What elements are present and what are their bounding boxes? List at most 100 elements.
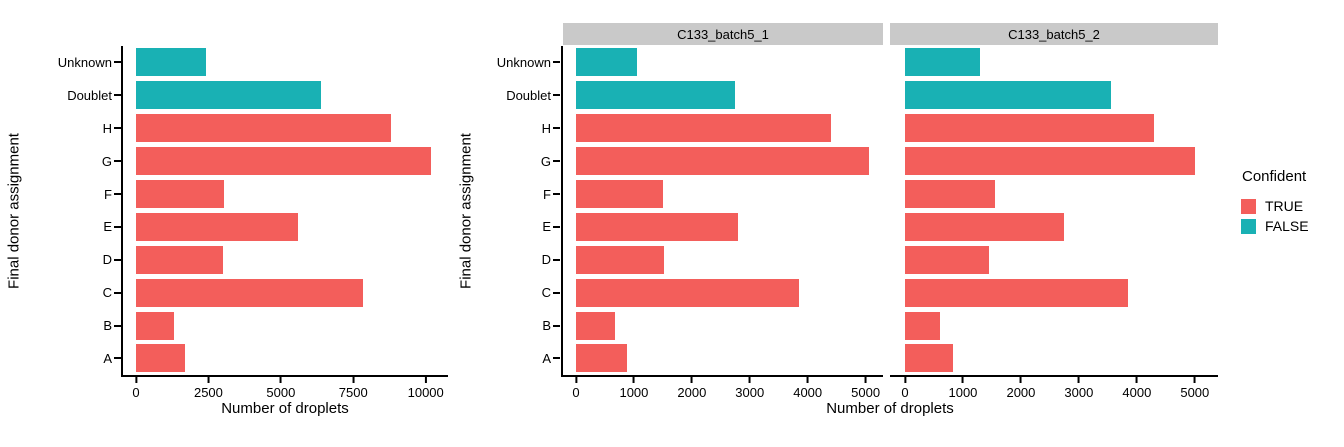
right-x-axis-title: Number of droplets — [826, 400, 954, 417]
category-label-doublet: Doublet — [506, 87, 551, 103]
x-tick: 4000 — [793, 377, 822, 400]
bar-row — [136, 243, 448, 276]
legend-item-false: FALSE — [1241, 218, 1309, 234]
bar-g — [905, 147, 1195, 176]
x-tick: 2500 — [194, 377, 223, 400]
x-tick: 5000 — [1180, 377, 1209, 400]
category-label-c: C — [102, 285, 112, 301]
bar-row — [576, 342, 883, 375]
category-label-doublet: Doublet — [67, 87, 112, 103]
bar-f — [136, 180, 225, 208]
bar-row — [576, 210, 883, 243]
x-tick-mark — [806, 377, 809, 383]
bar-row — [905, 145, 1218, 178]
bar-h — [905, 114, 1155, 143]
bar-row — [136, 112, 448, 145]
x-tick-mark — [903, 377, 906, 383]
x-tick-mark — [1193, 377, 1196, 383]
bar-row — [136, 178, 448, 211]
legend-label: FALSE — [1265, 218, 1309, 234]
x-tick-label: 4000 — [1122, 385, 1152, 400]
category-label-g: G — [540, 153, 551, 169]
bar-a — [905, 344, 954, 373]
bar-f — [576, 180, 663, 208]
facet-2-x-axis-ticks: 0 1000 2000 3000 4000 5000 — [901, 377, 1218, 403]
x-tick-mark — [424, 377, 427, 383]
left-x-axis-ticks: 0 2500 5000 7500 10000 — [132, 377, 448, 403]
x-tick-label: 0 — [901, 385, 909, 400]
y-tick-mark — [553, 61, 560, 64]
x-tick-label: 2500 — [193, 385, 223, 400]
bar-b — [136, 311, 174, 340]
x-tick-mark — [574, 377, 577, 383]
legend-swatch-false — [1241, 218, 1256, 234]
x-tick-label: 0 — [572, 385, 580, 400]
bar-row — [905, 178, 1218, 211]
bar-doublet — [136, 81, 322, 110]
x-tick: 3000 — [735, 377, 764, 400]
x-tick-label: 4000 — [793, 385, 823, 400]
x-tick-mark — [690, 377, 693, 383]
bar-row — [576, 112, 883, 145]
category-label-unknown: Unknown — [496, 54, 551, 70]
right-y-axis-title: Final donor assignment — [457, 133, 475, 289]
y-tick-mark — [114, 94, 121, 97]
x-tick: 7500 — [339, 377, 368, 400]
bar-b — [576, 311, 616, 340]
y-tick-mark — [553, 291, 560, 294]
bar-c — [136, 278, 364, 307]
bar-unknown — [905, 48, 981, 77]
y-tick-mark — [114, 324, 121, 327]
bar-row — [136, 145, 448, 178]
x-tick: 2000 — [1006, 377, 1035, 400]
y-tick-mark — [114, 160, 121, 163]
bar-unknown — [576, 48, 637, 77]
bar-row — [576, 276, 883, 309]
bar-f — [905, 180, 995, 208]
bar-a — [576, 344, 627, 373]
bar-doublet — [905, 81, 1111, 110]
x-tick: 10000 — [408, 377, 444, 400]
bar-row — [576, 243, 883, 276]
x-tick-label: 5000 — [1180, 385, 1210, 400]
bar-c — [905, 278, 1129, 307]
facet-strip-1-label: C133_batch5_1 — [677, 26, 769, 42]
y-tick-mark — [553, 324, 560, 327]
bar-row — [905, 276, 1218, 309]
category-label-c: C — [541, 285, 551, 301]
facet-panel-1 — [561, 46, 883, 377]
facet-2-bars-group — [905, 46, 1218, 375]
category-label-h: H — [541, 120, 551, 136]
x-tick-label: 5000 — [266, 385, 296, 400]
bar-g — [136, 147, 432, 176]
bar-row — [905, 309, 1218, 342]
x-tick: 1000 — [619, 377, 648, 400]
category-label-b: B — [542, 318, 551, 334]
x-tick-label: 1000 — [619, 385, 649, 400]
y-tick-mark — [553, 357, 560, 360]
bar-row — [576, 178, 883, 211]
category-label-a: A — [542, 350, 551, 366]
bar-d — [136, 245, 223, 274]
bar-row — [576, 79, 883, 112]
category-label-e: E — [542, 219, 551, 235]
category-label-d: D — [102, 252, 112, 268]
legend-swatch-true — [1241, 198, 1256, 214]
x-tick-mark — [1135, 377, 1138, 383]
x-tick-label: 2000 — [677, 385, 707, 400]
category-label-g: G — [101, 153, 112, 169]
bar-row — [905, 210, 1218, 243]
y-tick-mark — [114, 127, 121, 130]
bar-d — [576, 245, 665, 274]
x-tick-mark — [1077, 377, 1080, 383]
bar-row — [576, 145, 883, 178]
bar-a — [136, 344, 186, 373]
category-label-f: F — [104, 186, 112, 202]
x-tick-label: 10000 — [407, 385, 444, 400]
bar-row — [576, 46, 883, 79]
left-x-axis-title: Number of droplets — [221, 400, 349, 417]
left-category-axis-labels: Unknown Doublet H G F E D C B A — [28, 46, 112, 377]
bar-row — [136, 46, 448, 79]
bar-row — [136, 309, 448, 342]
x-tick: 5000 — [266, 377, 295, 400]
